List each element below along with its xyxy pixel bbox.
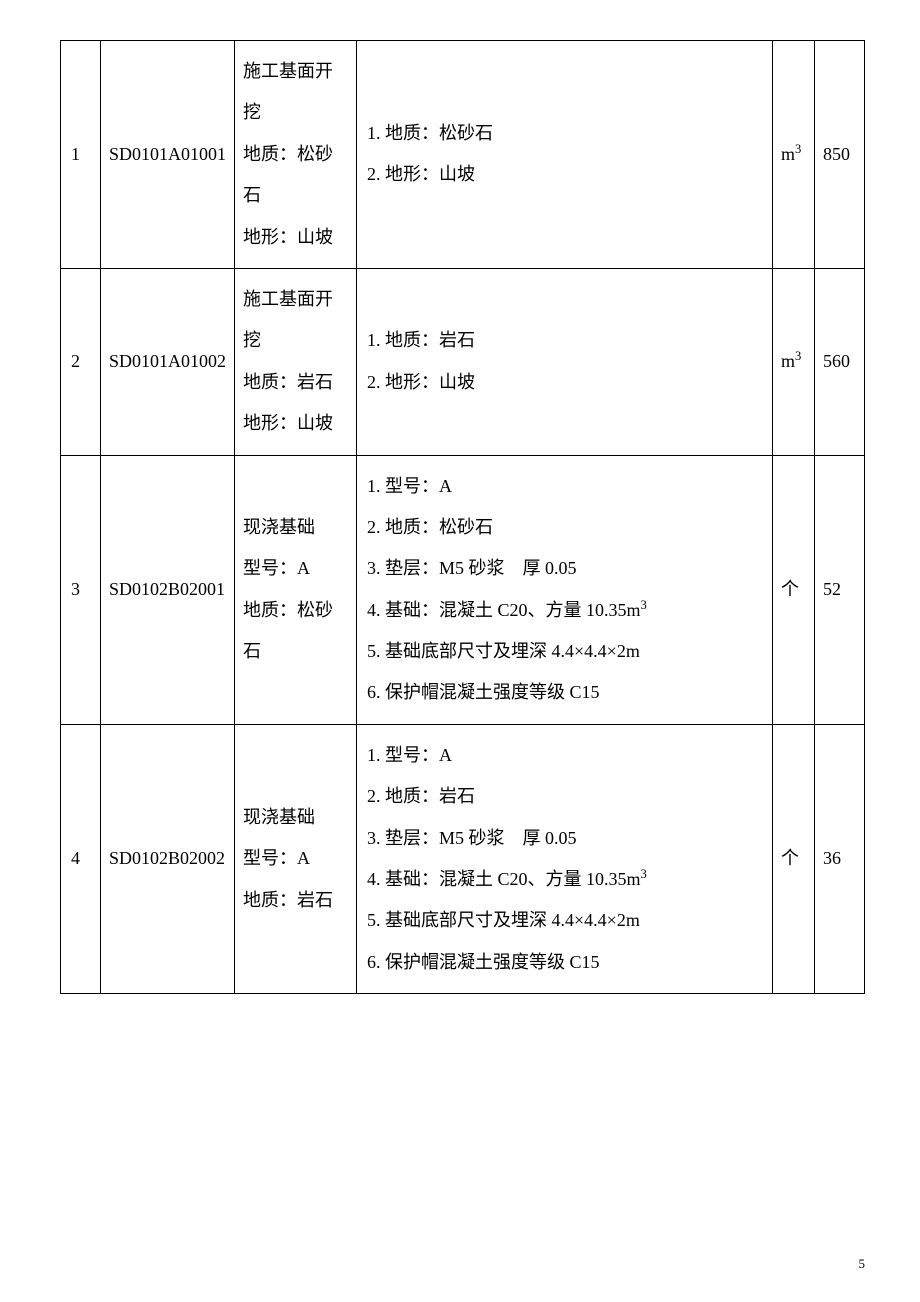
cell-code: SD0101A01002 [101, 268, 235, 455]
cell-unit: 个 [773, 724, 815, 993]
cell-quantity: 850 [815, 41, 865, 269]
cell-code: SD0102B02002 [101, 724, 235, 993]
table-row: 4 SD0102B02002 现浇基础型号：A地质：岩石 1. 型号：A2. 地… [61, 724, 865, 993]
cell-name: 现浇基础型号：A地质：松砂石 [235, 455, 357, 724]
cell-code: SD0102B02001 [101, 455, 235, 724]
table-body: 1 SD0101A01001 施工基面开挖地质：松砂石地形：山坡 1. 地质：松… [61, 41, 865, 994]
cell-features: 1. 型号：A2. 地质：岩石3. 垫层：M5 砂浆 厚 0.054. 基础：混… [357, 724, 773, 993]
table-row: 1 SD0101A01001 施工基面开挖地质：松砂石地形：山坡 1. 地质：松… [61, 41, 865, 269]
table-row: 3 SD0102B02001 现浇基础型号：A地质：松砂石 1. 型号：A2. … [61, 455, 865, 724]
specifications-table: 1 SD0101A01001 施工基面开挖地质：松砂石地形：山坡 1. 地质：松… [60, 40, 865, 994]
cell-code: SD0101A01001 [101, 41, 235, 269]
cell-name: 施工基面开挖地质：岩石地形：山坡 [235, 268, 357, 455]
cell-index: 4 [61, 724, 101, 993]
cell-unit: m3 [773, 268, 815, 455]
cell-index: 3 [61, 455, 101, 724]
cell-quantity: 560 [815, 268, 865, 455]
cell-quantity: 36 [815, 724, 865, 993]
cell-index: 2 [61, 268, 101, 455]
cell-unit: m3 [773, 41, 815, 269]
cell-quantity: 52 [815, 455, 865, 724]
cell-name: 现浇基础型号：A地质：岩石 [235, 724, 357, 993]
cell-index: 1 [61, 41, 101, 269]
cell-features: 1. 地质：岩石2. 地形：山坡 [357, 268, 773, 455]
cell-features: 1. 地质：松砂石2. 地形：山坡 [357, 41, 773, 269]
cell-name: 施工基面开挖地质：松砂石地形：山坡 [235, 41, 357, 269]
page-number: 5 [859, 1256, 866, 1272]
cell-unit: 个 [773, 455, 815, 724]
cell-features: 1. 型号：A2. 地质：松砂石3. 垫层：M5 砂浆 厚 0.054. 基础：… [357, 455, 773, 724]
table-row: 2 SD0101A01002 施工基面开挖地质：岩石地形：山坡 1. 地质：岩石… [61, 268, 865, 455]
